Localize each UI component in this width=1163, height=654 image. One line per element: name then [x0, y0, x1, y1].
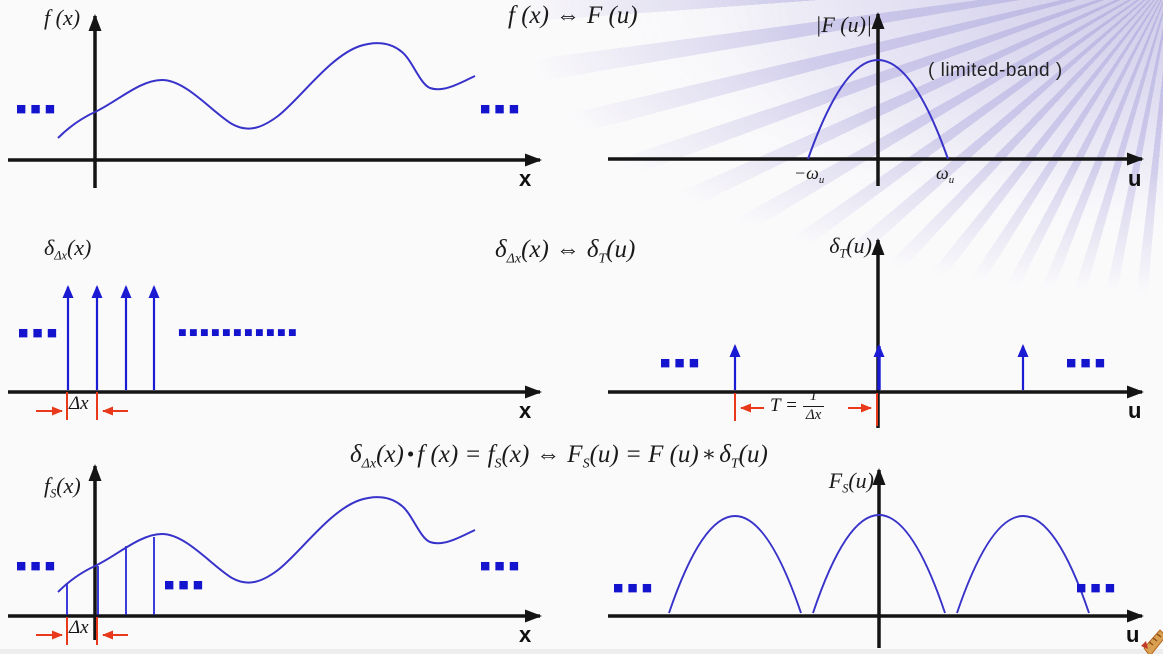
tick-pos-omega: ωu: [936, 163, 955, 186]
axis-label-x: x: [519, 166, 532, 191]
bottom-right-plot: [608, 468, 1144, 648]
delta-x-measure-label: Δx: [69, 393, 89, 414]
delta-x-measure-label: Δx: [69, 617, 89, 638]
top-left-plot: [8, 14, 542, 188]
label-Fu-magnitude: |F (u)|: [815, 12, 872, 37]
ellipsis-left: ■■■: [613, 581, 657, 594]
label-sampled-Fu: FS(u): [828, 468, 874, 496]
ellipsis-left: ■■■: [18, 326, 62, 339]
signal-curve: [57, 42, 476, 139]
axis-label-u: u: [1128, 166, 1142, 191]
spectrum-lobe: [956, 515, 1090, 614]
axis-label-x: x: [519, 622, 532, 647]
signal-curve: [57, 496, 476, 593]
ellipsis-left: ■■■: [16, 559, 60, 572]
period-T-label: T = 1 Δx: [770, 388, 825, 424]
middle-left-plot: [8, 285, 542, 420]
axis-label-u: u: [1128, 398, 1142, 423]
formula-row2: δΔx(x) ⇔ δT(u): [495, 236, 636, 267]
period-T-prefix: T =: [770, 395, 798, 417]
delta-x-measure: [36, 617, 128, 645]
spectrum-lobe: [668, 515, 802, 614]
limited-band-note: ( limited-band ): [928, 60, 1063, 81]
middle-right-plot: [608, 238, 1144, 428]
label-delta-train-u: δT(u): [829, 233, 872, 261]
corner-clipart-decoration: [1141, 629, 1163, 654]
label-fx: f (x): [44, 5, 81, 30]
formula-row1: f (x) ⇔ F (u): [508, 2, 638, 29]
slide-bottom-edge: [0, 649, 1163, 654]
tick-neg-omega: −ωu: [794, 163, 825, 186]
top-right-plot: [608, 12, 1144, 186]
ellipsis-right: ■■■: [480, 559, 524, 572]
axis-label-u: u: [1126, 622, 1140, 647]
bell-curve: [807, 59, 949, 160]
label-sampled-fx: fS(x): [44, 473, 81, 501]
ellipsis-right: ■■■: [480, 102, 524, 115]
fraction-numerator: 1: [802, 388, 825, 407]
ellipsis-left: ■■■: [16, 102, 60, 115]
label-delta-train-x: δΔx(x): [44, 235, 92, 263]
fraction-denominator: Δx: [805, 406, 822, 423]
period-T-measure: [734, 393, 878, 426]
ellipsis-right: ■■■: [1066, 356, 1110, 369]
bottom-left-plot: [8, 464, 542, 645]
delta-x-measure: [36, 392, 128, 420]
ellipsis-mid: ■■■: [164, 578, 208, 591]
ellipsis-left: ■■■: [660, 356, 704, 369]
dash-row: ■■■■■■■■■■■: [178, 328, 300, 338]
spectrum-lobe: [812, 514, 946, 614]
formula-row3: δΔx(x) • f (x) = fS(x) ⇔ FS(u) = F (u) ∗ δT(u): [350, 441, 768, 472]
ellipsis-right: ■■■: [1076, 581, 1120, 594]
axis-label-x: x: [519, 398, 532, 423]
period-T-fraction: 1 Δx: [802, 388, 825, 424]
